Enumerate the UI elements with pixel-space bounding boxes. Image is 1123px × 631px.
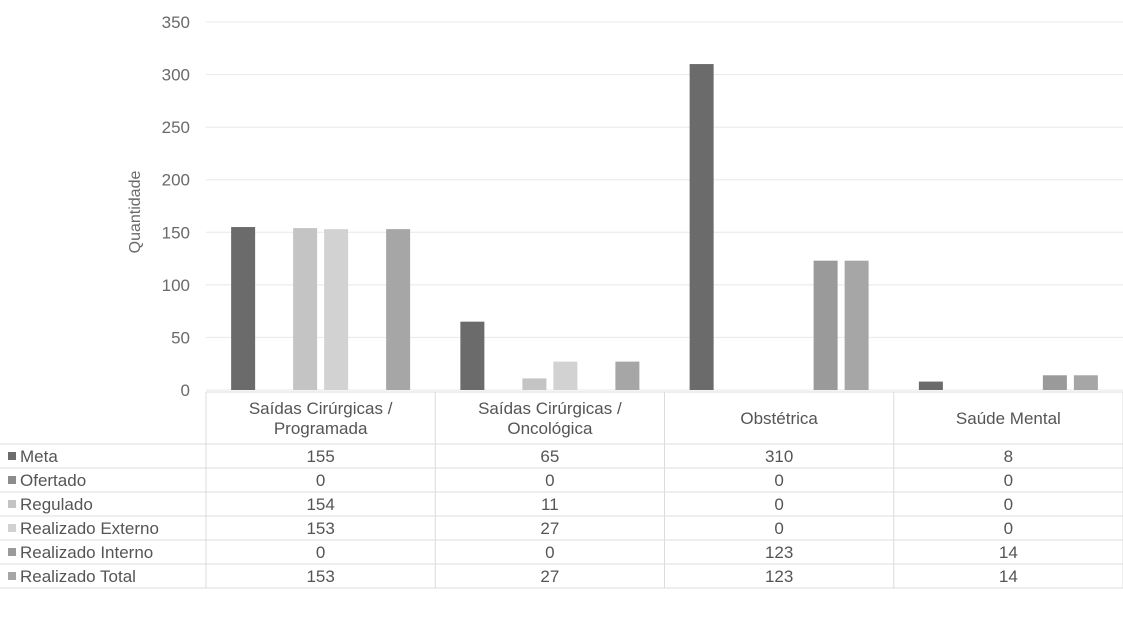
bar-realizado-total (386, 229, 411, 390)
bar-realizado-externo (324, 229, 349, 390)
bar-meta (918, 381, 943, 390)
data-label: 0 (1004, 471, 1013, 490)
bar-realizado-total (1073, 375, 1098, 390)
y-axis-ticks: 0 50 100 150 200 250 300 350 (162, 13, 190, 400)
legend-label: Ofertado (20, 471, 86, 490)
bar-realizado-interno (813, 260, 838, 390)
data-label: 155 (306, 447, 334, 466)
category-label: Programada (274, 419, 368, 438)
data-label: 123 (765, 567, 793, 586)
y-tick-label: 300 (162, 66, 190, 85)
legend-swatch (8, 476, 16, 484)
category-label: Saúde Mental (956, 409, 1061, 428)
data-label: 0 (774, 495, 783, 514)
data-label: 310 (765, 447, 793, 466)
category-label: Oncológica (507, 419, 593, 438)
y-tick-label: 50 (171, 328, 190, 347)
y-axis-label: Quantidade (127, 171, 144, 254)
data-label: 0 (1004, 495, 1013, 514)
data-label: 27 (540, 519, 559, 538)
category-label: Saídas Cirúrgicas / (249, 399, 393, 418)
data-label: 8 (1004, 447, 1013, 466)
legend-swatch (8, 548, 16, 556)
bar-realizado-total (615, 361, 640, 390)
data-label: 0 (545, 543, 554, 562)
data-label: 0 (1004, 519, 1013, 538)
y-tick-label: 250 (162, 118, 190, 137)
data-label: 123 (765, 543, 793, 562)
y-tick-label: 150 (162, 223, 190, 242)
category-label: Saídas Cirúrgicas / (478, 399, 622, 418)
bar-realizado-externo (553, 361, 578, 390)
data-label: 153 (306, 519, 334, 538)
legend-swatch (8, 524, 16, 532)
data-label: 154 (306, 495, 334, 514)
bar-meta (231, 227, 256, 390)
legend-swatch (8, 452, 16, 460)
bar-realizado-total (844, 260, 869, 390)
bars (231, 64, 1098, 391)
legend-label: Meta (20, 447, 58, 466)
category-label: Obstétrica (740, 409, 818, 428)
data-label: 14 (999, 567, 1018, 586)
bar-meta (689, 64, 714, 391)
y-tick-label: 100 (162, 276, 190, 295)
data-label: 65 (540, 447, 559, 466)
y-tick-label: 350 (162, 13, 190, 32)
data-label: 0 (774, 471, 783, 490)
data-label: 0 (316, 471, 325, 490)
data-label: 0 (774, 519, 783, 538)
data-label: 11 (541, 495, 559, 514)
legend-swatch (8, 500, 16, 508)
legend-label: Realizado Externo (20, 519, 159, 538)
bar-meta (460, 321, 485, 390)
bar-regulado (522, 378, 547, 390)
y-tick-label: 200 (162, 171, 190, 190)
legend-label: Realizado Total (20, 567, 136, 586)
legend-label: Regulado (20, 495, 93, 514)
legend-swatch (8, 572, 16, 580)
data-label: 14 (999, 543, 1018, 562)
bar-realizado-interno (1042, 375, 1067, 390)
bar-regulado (293, 228, 318, 390)
y-tick-label: 0 (181, 381, 190, 400)
gridlines (206, 21, 1123, 391)
legend-label: Realizado Interno (20, 543, 153, 562)
data-label: 0 (545, 471, 554, 490)
data-label: 27 (540, 567, 559, 586)
data-label: 153 (306, 567, 334, 586)
data-label: 0 (316, 543, 325, 562)
